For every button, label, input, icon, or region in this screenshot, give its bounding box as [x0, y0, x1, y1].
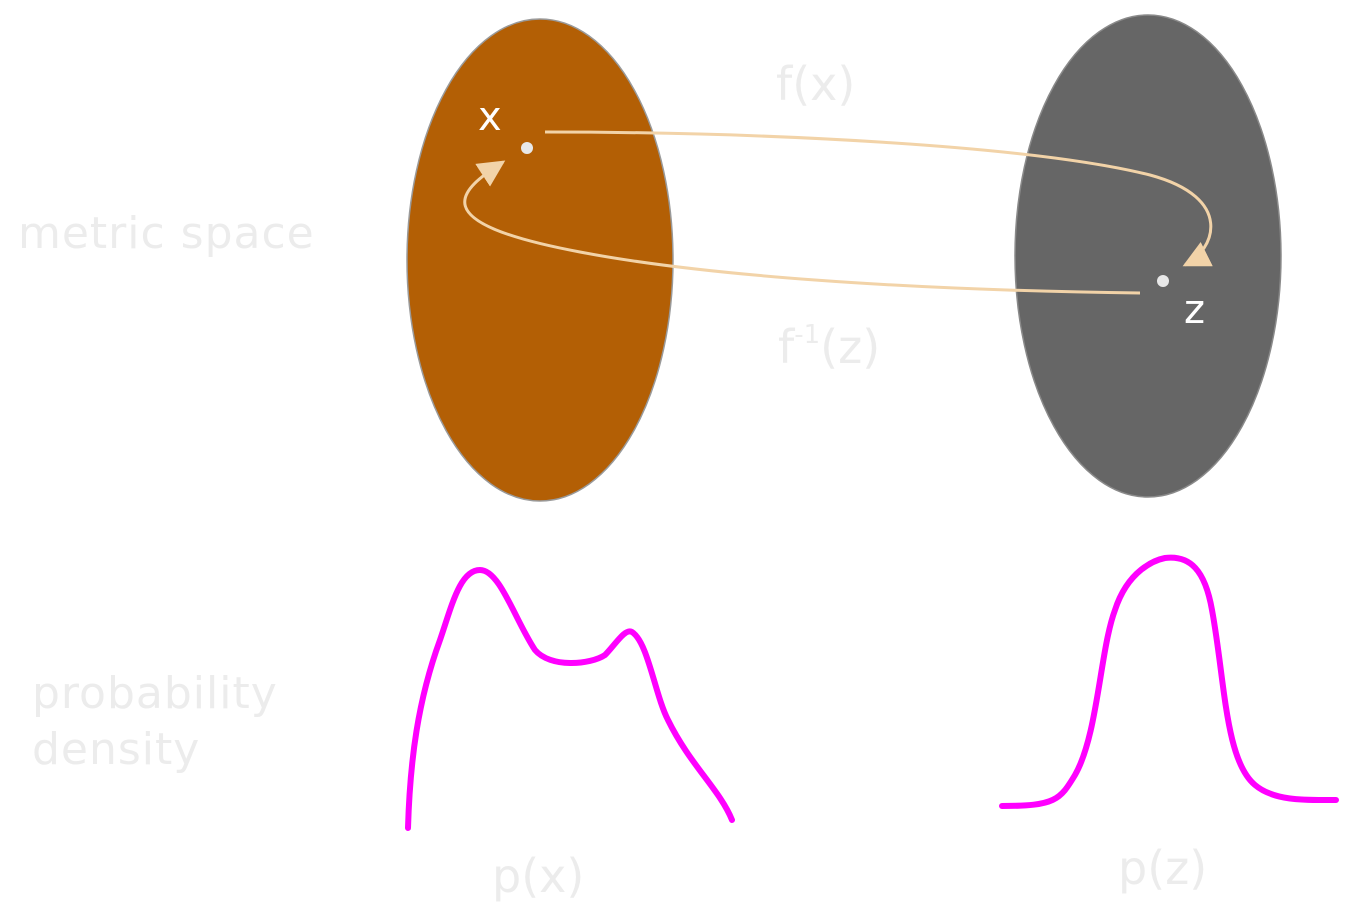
inverse-map-superscript: -1 [794, 320, 820, 350]
density-curve-z [999, 554, 1339, 809]
probability-density-label-line1: probability [32, 668, 278, 719]
inverse-map-arrow [463, 160, 1141, 295]
point-x-dot [521, 142, 533, 154]
forward-map-arrow [544, 130, 1213, 267]
density-z-label: p(z) [1118, 841, 1207, 895]
point-z-dot [1157, 275, 1169, 287]
point-x-label: x [478, 94, 502, 140]
probability-density-label-line2: density [32, 724, 200, 775]
forward-map-label: f(x) [776, 57, 855, 111]
density-x-label: p(x) [492, 849, 584, 903]
density-curve-x [405, 567, 735, 831]
metric-space-label: metric space [18, 208, 315, 259]
inverse-map-argument: (z) [820, 320, 880, 374]
inverse-map-base: f [778, 320, 796, 374]
point-z-label: z [1184, 287, 1205, 333]
data-space-ellipse [406, 18, 674, 502]
latent-space-ellipse [1014, 14, 1282, 498]
inverse-map-label: f-1(z) [778, 320, 880, 374]
